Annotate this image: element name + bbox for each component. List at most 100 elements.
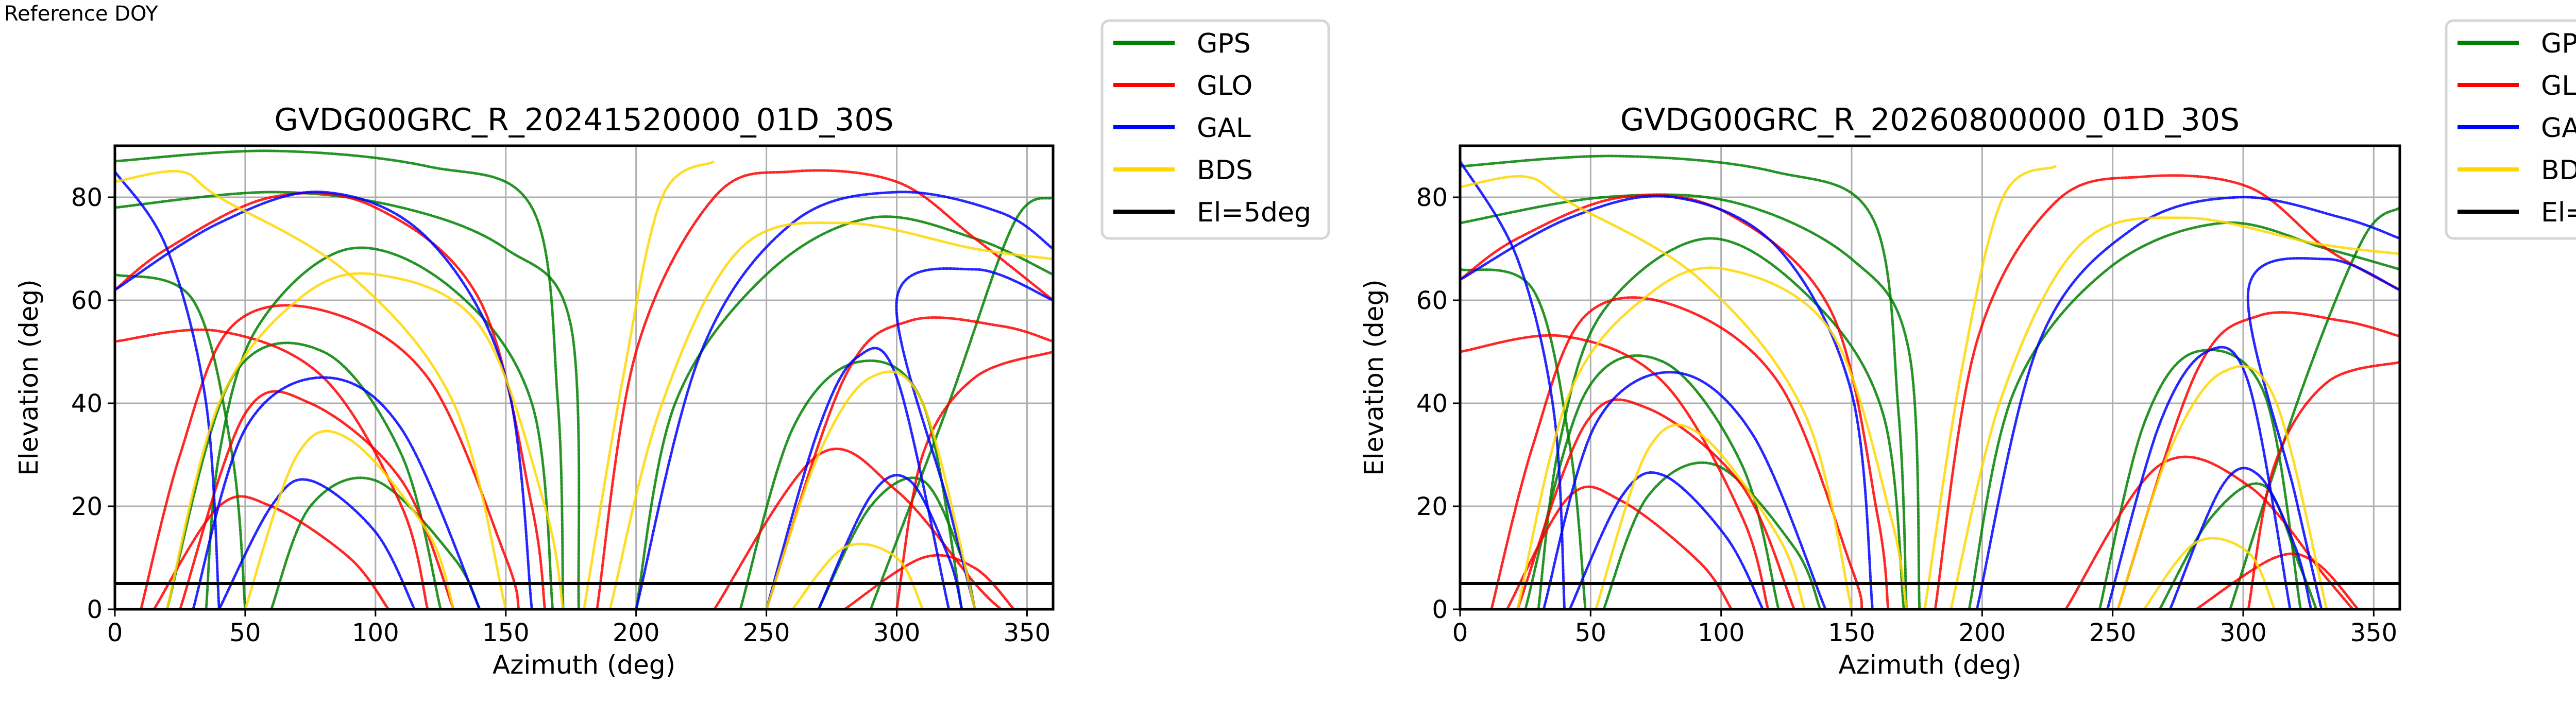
track-gal [1568, 471, 1765, 609]
y-tick-label: 40 [71, 389, 103, 418]
track-bds [1923, 165, 2057, 609]
track-gal [115, 191, 533, 609]
track-bds [2116, 365, 2328, 609]
legend-box [2445, 19, 2576, 240]
track-gal [817, 474, 963, 609]
track-bds [608, 221, 1053, 609]
y-axis-label: Elevation (deg) [14, 279, 44, 475]
track-glo [2195, 552, 2360, 609]
x-tick-label: 250 [2089, 619, 2137, 647]
track-bds [765, 370, 976, 609]
x-tick-label: 0 [107, 619, 123, 647]
y-tick-label: 80 [1416, 183, 1448, 212]
track-gal [1975, 196, 2400, 609]
track-gal [1542, 371, 1827, 609]
figure-label: Reference DOY [4, 2, 158, 26]
track-gps [165, 341, 442, 609]
track-bds [1516, 266, 1908, 609]
legend-label: El=5deg [1197, 197, 1311, 228]
track-gal [1460, 195, 1874, 609]
x-tick-label: 250 [743, 619, 790, 647]
track-glo [178, 390, 455, 609]
axes-frame [1459, 144, 2401, 611]
track-gps [1537, 237, 1905, 609]
x-tick-label: 100 [1698, 619, 1745, 647]
track-glo [115, 192, 547, 609]
axes-frame [113, 144, 1055, 611]
legend-label: GLO [2541, 71, 2576, 101]
y-axis-label: Elevation (deg) [1359, 279, 1389, 475]
legend-label: GAL [1197, 113, 1251, 144]
legend: GPS GLO GAL BDS El=5deg [2445, 19, 2576, 240]
track-gps [2229, 206, 2400, 609]
track-gps [739, 359, 963, 609]
track-gps [115, 191, 581, 609]
track-bds [583, 160, 716, 609]
legend-label: GPS [1197, 28, 1251, 59]
legend-label: BDS [2541, 155, 2576, 186]
track-glo [1516, 398, 1796, 609]
track-glo [1460, 194, 1890, 609]
y-tick-label: 0 [87, 595, 103, 624]
track-gal [2246, 257, 2400, 609]
track-gps [1460, 268, 1587, 609]
track-gps [1460, 193, 1921, 609]
x-tick-label: 350 [2350, 619, 2398, 647]
legend-label: GAL [2541, 113, 2576, 144]
x-tick-label: 200 [613, 619, 660, 647]
track-glo [140, 304, 520, 609]
track-bds [1460, 175, 1853, 609]
track-gps [270, 476, 481, 609]
x-tick-label: 300 [873, 619, 921, 647]
track-gps [2098, 348, 2302, 609]
track-gal [2106, 346, 2292, 609]
legend-label: GPS [2541, 28, 2576, 59]
x-tick-label: 300 [2219, 619, 2267, 647]
track-glo [596, 169, 1053, 609]
tracks [1460, 155, 2400, 609]
track-glo [1934, 174, 2400, 609]
chart-1: 0 50 100 150 200 250 300 350 0 20 40 60 80 Azimuth (d… [14, 19, 1330, 680]
y-tick-label: 60 [1416, 286, 1448, 315]
x-tick-label: 350 [1004, 619, 1051, 647]
x-tick-label: 150 [482, 619, 530, 647]
track-glo [843, 554, 1015, 609]
track-bds [244, 430, 455, 609]
track-gal [635, 191, 1053, 609]
x-tick-label: 50 [1575, 619, 1606, 647]
x-tick-label: 200 [1959, 619, 2006, 647]
chart-2: 0 50 100 150 200 250 300 350 0 20 40 60 80 Azimuth (d… [1359, 19, 2576, 680]
track-bds [1950, 216, 2400, 609]
track-bds [115, 169, 507, 609]
y-tick-label: 20 [1416, 492, 1448, 521]
legend-label: El=5deg [2541, 197, 2576, 228]
track-gps [205, 246, 554, 609]
track-bds [165, 272, 565, 609]
x-axis-label: Azimuth (deg) [493, 650, 675, 680]
y-tick-label: 80 [71, 183, 103, 212]
legend-label: GLO [1197, 71, 1252, 101]
x-tick-label: 150 [1828, 619, 1875, 647]
chart-title: GVDG00GRC_R_20260800000_01D_30S [1620, 102, 2240, 138]
x-tick-label: 100 [352, 619, 399, 647]
track-gps [1602, 461, 1822, 609]
track-glo [1490, 296, 1863, 609]
x-tick-label: 0 [1452, 619, 1468, 647]
tracks [115, 149, 1053, 609]
track-gal [765, 347, 951, 609]
track-gal [895, 267, 1053, 609]
track-gps [1460, 155, 1908, 609]
track-gal [217, 478, 416, 609]
track-gal [115, 170, 221, 609]
track-glo [895, 350, 1053, 609]
x-axis-label: Azimuth (deg) [1838, 650, 2021, 680]
y-tick-label: 20 [71, 492, 103, 521]
track-bds [1594, 423, 1806, 609]
legend-box [1100, 19, 1330, 240]
track-glo [2247, 361, 2400, 609]
track-gal [192, 376, 481, 609]
track-glo [1460, 334, 1770, 609]
legend: GPS GLO GAL BDS El=5deg [1100, 19, 1330, 240]
track-glo [2064, 455, 2354, 609]
